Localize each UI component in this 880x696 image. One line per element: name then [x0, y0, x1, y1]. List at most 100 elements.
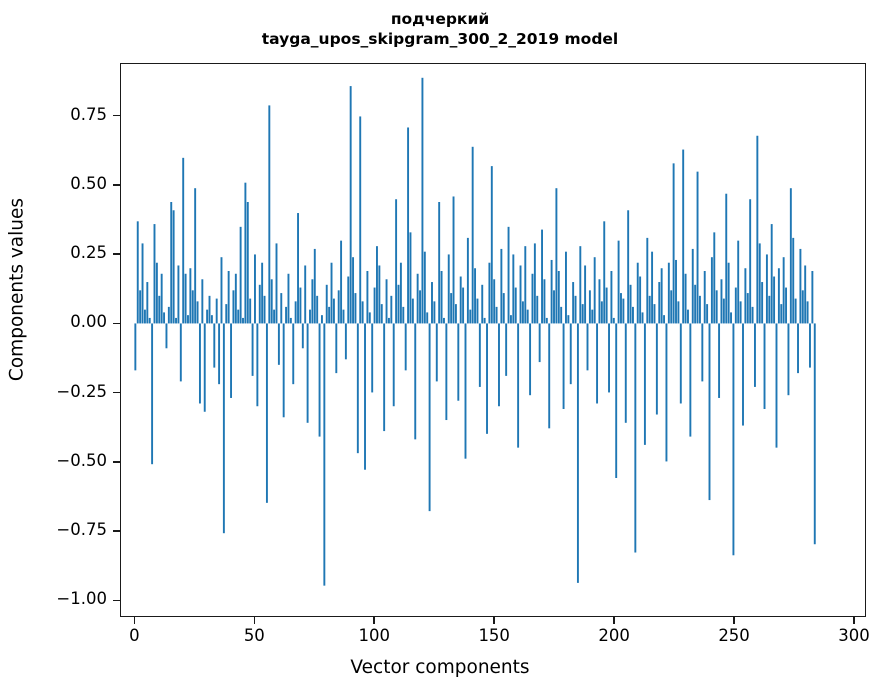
- bar: [282, 323, 285, 418]
- bar: [777, 268, 780, 324]
- bar: [811, 271, 814, 324]
- bar: [708, 323, 711, 501]
- bar: [134, 323, 137, 371]
- bar: [466, 237, 469, 324]
- bar: [794, 298, 797, 324]
- bar: [194, 188, 197, 324]
- bar: [572, 282, 575, 324]
- bar: [670, 290, 673, 324]
- bar: [565, 251, 567, 324]
- bar: [402, 306, 405, 324]
- bar: [615, 323, 618, 478]
- bar: [457, 323, 460, 401]
- bar: [538, 323, 541, 363]
- bar: [624, 323, 627, 423]
- y-tick-label: 0.00: [70, 312, 107, 332]
- bar: [677, 301, 680, 324]
- bar: [600, 301, 603, 324]
- y-tick-mark: [113, 184, 120, 186]
- y-tick-label: −0.25: [56, 381, 107, 401]
- bar: [658, 282, 661, 324]
- bar: [265, 323, 268, 503]
- x-tick-label: 200: [598, 626, 630, 645]
- bar: [775, 323, 778, 448]
- bar: [586, 323, 589, 371]
- bar: [237, 309, 240, 324]
- bar: [608, 323, 610, 393]
- bar: [395, 199, 398, 324]
- bar: [627, 210, 630, 324]
- bar: [447, 254, 450, 324]
- bar: [416, 273, 419, 324]
- bar: [483, 317, 486, 324]
- bar: [242, 317, 244, 324]
- bar: [596, 323, 599, 404]
- bar: [682, 149, 685, 324]
- bar: [146, 282, 149, 324]
- bar: [672, 163, 675, 324]
- bar: [399, 262, 402, 324]
- bar: [806, 301, 809, 324]
- y-tick-mark: [113, 391, 120, 394]
- bar: [524, 246, 527, 324]
- bar: [285, 306, 288, 324]
- y-tick-mark: [113, 114, 120, 117]
- bar: [703, 271, 706, 324]
- bar: [407, 127, 410, 324]
- bar: [782, 257, 785, 324]
- plot-area: [120, 63, 866, 617]
- bar: [648, 295, 651, 324]
- bar: [297, 213, 299, 324]
- bar: [227, 271, 230, 324]
- bar: [261, 262, 264, 324]
- bar: [275, 243, 278, 324]
- bar: [476, 298, 479, 324]
- bar: [325, 284, 328, 324]
- bar: [629, 284, 632, 324]
- bar: [222, 323, 225, 534]
- bar: [706, 304, 709, 324]
- bar: [734, 287, 737, 324]
- bar: [304, 265, 307, 324]
- bar: [299, 287, 302, 324]
- bar: [655, 323, 658, 415]
- bar: [569, 323, 572, 385]
- bar: [153, 224, 156, 324]
- bar: [809, 323, 811, 368]
- bar-series-canvas: [134, 77, 816, 586]
- bar: [799, 248, 802, 324]
- bar: [749, 199, 752, 324]
- bar: [679, 323, 682, 404]
- bar: [545, 317, 548, 324]
- bar: [653, 304, 656, 324]
- bar: [763, 323, 766, 409]
- bar: [143, 309, 146, 324]
- bar: [486, 323, 488, 434]
- bar: [675, 259, 677, 324]
- bar: [770, 224, 773, 324]
- bar: [268, 105, 271, 324]
- bar: [792, 237, 795, 324]
- bar: [390, 295, 393, 324]
- bar: [172, 210, 175, 324]
- bar: [332, 298, 335, 324]
- bar: [208, 295, 211, 324]
- bar: [553, 290, 555, 324]
- x-tick-mark: [613, 617, 615, 624]
- bar: [753, 323, 756, 387]
- bar: [548, 323, 551, 429]
- y-tick-label: 0.75: [70, 104, 107, 124]
- y-tick-mark: [113, 461, 120, 463]
- bar: [732, 323, 735, 556]
- bar: [256, 323, 259, 407]
- bar: [502, 293, 505, 324]
- bar: [349, 86, 352, 324]
- bar: [541, 229, 543, 324]
- bar: [557, 271, 560, 324]
- bar: [182, 157, 185, 324]
- bar: [163, 312, 166, 324]
- bar: [352, 257, 355, 324]
- bar: [292, 323, 295, 385]
- bar: [490, 166, 493, 324]
- bar: [500, 248, 503, 324]
